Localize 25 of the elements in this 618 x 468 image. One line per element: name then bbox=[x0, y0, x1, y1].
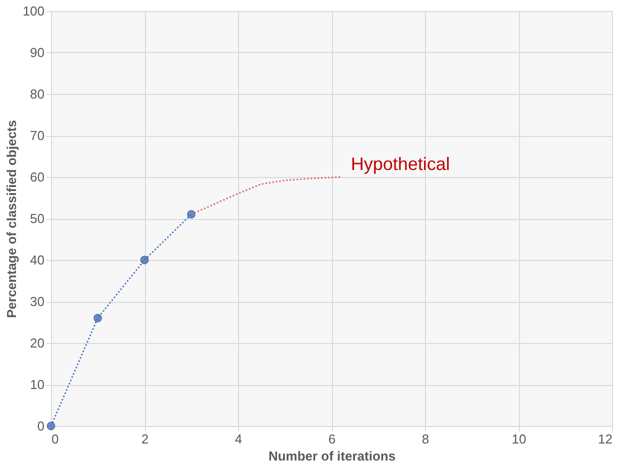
y-tick-label: 30 bbox=[30, 294, 44, 309]
x-tick-label: 0 bbox=[52, 432, 59, 446]
y-tick-label: 40 bbox=[30, 252, 44, 268]
x-tick-label: 8 bbox=[422, 432, 430, 446]
point bbox=[187, 210, 196, 219]
x-axis-title: Number of iterations bbox=[268, 448, 396, 464]
x-tick-label: 2 bbox=[141, 432, 149, 446]
y-tick-label: 10 bbox=[30, 377, 44, 392]
y-tick-label: 50 bbox=[30, 211, 44, 226]
x-tick-label: 6 bbox=[328, 432, 336, 446]
x-tick-label: 4 bbox=[234, 432, 242, 446]
x-tick-label: 12 bbox=[598, 432, 612, 446]
point bbox=[94, 314, 102, 322]
y-axis-title: Percentage of classified objects bbox=[4, 120, 19, 318]
y-tick-label: 20 bbox=[30, 336, 44, 350]
point bbox=[140, 256, 149, 264]
y-tick-label: 60 bbox=[30, 170, 44, 184]
y-tick-label: 100 bbox=[22, 4, 44, 18]
point bbox=[46, 422, 56, 430]
y-tick-label: 70 bbox=[30, 128, 44, 143]
y-tick-label: 0 bbox=[37, 418, 44, 434]
y-tick-label: 90 bbox=[30, 45, 44, 60]
series-label: Hypothetical bbox=[350, 154, 450, 174]
x-tick-label: 10 bbox=[512, 432, 526, 446]
y-tick-label: 80 bbox=[30, 86, 44, 102]
